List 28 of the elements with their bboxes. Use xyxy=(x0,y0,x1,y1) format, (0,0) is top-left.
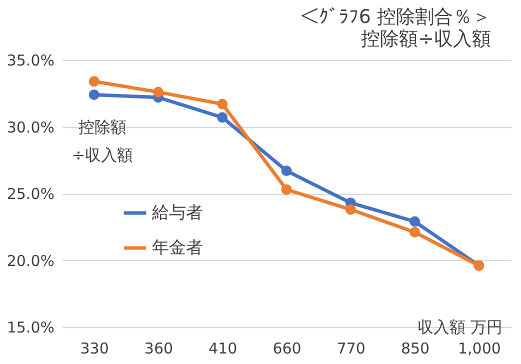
y-axis-title: 控除額÷収入額 xyxy=(72,118,134,164)
x-tick-label: 1,000 xyxy=(458,340,501,358)
legend-label: 年金者 xyxy=(152,238,203,258)
x-tick-label: 850 xyxy=(400,340,430,358)
point xyxy=(410,226,420,238)
point xyxy=(345,204,356,215)
chart-title: ＜ｸﾞﾗﾌ6 控除割合％＞ xyxy=(300,6,491,28)
y-tick-label: 20.0% xyxy=(6,252,54,270)
y-tick-label: 35.0% xyxy=(6,52,54,70)
x-axis-title: 収入額 万円 xyxy=(417,318,502,336)
point xyxy=(281,166,292,176)
y-tick-label: 25.0% xyxy=(6,185,54,203)
x-tick-label: 360 xyxy=(144,340,174,358)
point xyxy=(88,76,100,87)
y-tick-label: 30.0% xyxy=(6,118,54,136)
point xyxy=(88,89,100,100)
chart-subtitle: 控除額÷収入額 xyxy=(361,28,491,50)
point xyxy=(281,184,292,195)
legend-label: 給与者 xyxy=(151,203,203,223)
y-tick-label: 15.0% xyxy=(6,318,54,336)
x-tick-label: 660 xyxy=(272,340,302,358)
x-tick-label: 770 xyxy=(336,340,366,358)
point xyxy=(217,98,228,110)
point xyxy=(217,112,228,123)
x-tick-label: 410 xyxy=(208,340,238,358)
point xyxy=(410,216,420,227)
x-tick-label: 330 xyxy=(80,340,109,358)
point xyxy=(152,86,164,98)
